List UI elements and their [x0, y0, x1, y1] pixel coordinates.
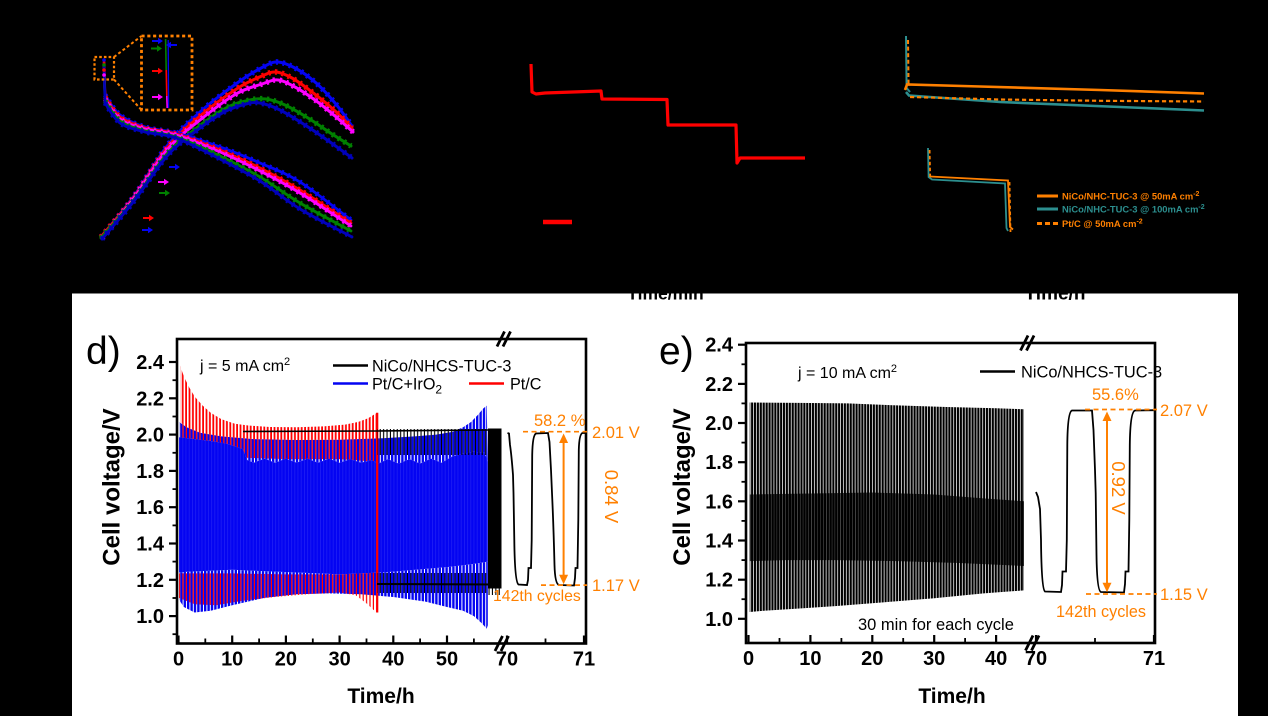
svg-text:2.01 V: 2.01 V — [592, 424, 640, 442]
svg-text:1.0: 1.0 — [705, 609, 733, 631]
svg-text:Time/h: Time/h — [1025, 283, 1086, 304]
svg-text:58.2 %: 58.2 % — [534, 412, 586, 430]
svg-text:Time/h: Time/h — [347, 685, 414, 708]
svg-text:10: 10 — [799, 648, 821, 670]
svg-text:30 min for each cycle: 30 min for each cycle — [858, 616, 1014, 634]
svg-text:2.0: 2.0 — [705, 413, 733, 435]
svg-text:1.2: 1.2 — [136, 570, 164, 592]
svg-text:71: 71 — [573, 649, 595, 671]
svg-text:Time/h: Time/h — [918, 685, 985, 708]
svg-text:2.0: 2.0 — [136, 425, 164, 447]
svg-text:Pt/C @ 50mA cm-2: Pt/C @ 50mA cm-2 — [1062, 218, 1143, 229]
svg-text:71: 71 — [1143, 648, 1165, 670]
svg-text:142th cycles: 142th cycles — [493, 588, 581, 605]
svg-text:NiCo/NHC-TUC-3 @ 100mA cm-2: NiCo/NHC-TUC-3 @ 100mA cm-2 — [1062, 204, 1205, 215]
svg-text:40: 40 — [985, 648, 1007, 670]
svg-text:Pt/C: Pt/C — [510, 376, 542, 394]
svg-text:Pt/C+IrO2: Pt/C+IrO2 — [372, 376, 442, 397]
svg-text:2.2: 2.2 — [136, 388, 164, 410]
svg-text:1.2: 1.2 — [705, 570, 733, 592]
svg-text:0.92 V: 0.92 V — [1108, 461, 1129, 515]
svg-text:1.17 V: 1.17 V — [592, 577, 640, 595]
svg-text:55.6%: 55.6% — [1092, 386, 1139, 404]
svg-text:40: 40 — [382, 649, 404, 671]
svg-text:50: 50 — [436, 649, 458, 671]
svg-text:1.6: 1.6 — [705, 491, 733, 513]
svg-text:20: 20 — [861, 648, 883, 670]
svg-text:1.8: 1.8 — [136, 461, 164, 483]
svg-text:d): d) — [86, 330, 121, 373]
svg-text:0: 0 — [173, 649, 184, 671]
svg-text:70: 70 — [1025, 648, 1047, 670]
svg-text:j = 5 mA cm2: j = 5 mA cm2 — [199, 356, 290, 375]
svg-text:1.8: 1.8 — [705, 452, 733, 474]
svg-text:0: 0 — [743, 648, 754, 670]
svg-text:Time/min: Time/min — [627, 283, 704, 303]
svg-text:1.4: 1.4 — [136, 534, 165, 556]
svg-text:2.4: 2.4 — [705, 335, 734, 357]
svg-text:2.4: 2.4 — [136, 352, 165, 374]
svg-text:0.84 V: 0.84 V — [601, 470, 622, 524]
svg-text:1.15 V: 1.15 V — [1160, 586, 1208, 604]
svg-text:10: 10 — [221, 649, 243, 671]
svg-text:NiCo/NHCS-TUC-3: NiCo/NHCS-TUC-3 — [1021, 364, 1162, 382]
svg-text:2.2: 2.2 — [705, 374, 733, 396]
svg-text:1.6: 1.6 — [136, 497, 164, 519]
svg-text:NiCo/NHCS-TUC-3: NiCo/NHCS-TUC-3 — [372, 358, 511, 376]
svg-text:1.4: 1.4 — [705, 531, 734, 553]
svg-text:e): e) — [659, 330, 694, 373]
svg-text:30: 30 — [328, 649, 350, 671]
svg-text:2.07 V: 2.07 V — [1160, 402, 1208, 420]
svg-text:NiCo/NHC-TUC-3 @ 50mA cm-2: NiCo/NHC-TUC-3 @ 50mA cm-2 — [1062, 191, 1200, 202]
svg-text:142th cycles: 142th cycles — [1056, 603, 1146, 621]
svg-text:Cell voltage/V: Cell voltage/V — [669, 408, 696, 565]
svg-text:Cell voltage/V: Cell voltage/V — [99, 408, 126, 565]
svg-text:j = 10 mA cm2: j = 10 mA cm2 — [797, 363, 897, 382]
svg-text:20: 20 — [275, 649, 297, 671]
svg-text:70: 70 — [496, 649, 518, 671]
svg-text:1.0: 1.0 — [136, 606, 164, 628]
svg-text:30: 30 — [923, 648, 945, 670]
